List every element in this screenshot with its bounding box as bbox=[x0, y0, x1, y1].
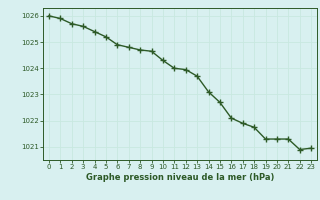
X-axis label: Graphe pression niveau de la mer (hPa): Graphe pression niveau de la mer (hPa) bbox=[86, 173, 274, 182]
